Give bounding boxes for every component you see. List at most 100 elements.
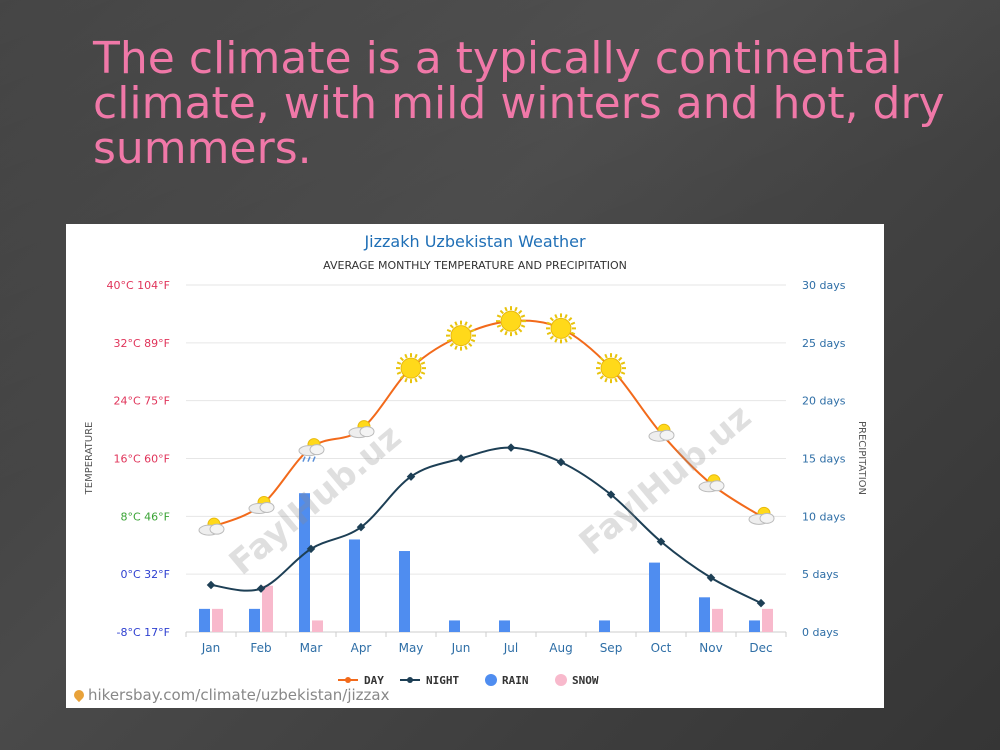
sun-ray	[404, 377, 408, 383]
legend-item-rain: RAIN	[485, 674, 529, 687]
sun-ray	[420, 371, 426, 375]
sun-ray	[396, 371, 402, 375]
sun-disc	[600, 357, 622, 379]
right-tick-label: 20 days	[802, 395, 846, 408]
chart-subtitle: AVERAGE MONTHLY TEMPERATURE AND PRECIPIT…	[323, 259, 627, 272]
sun-ray	[504, 330, 508, 336]
source-link-text: hikersbay.com/climate/uzbekistan/jizzax	[88, 686, 390, 704]
sun-ray	[446, 338, 452, 343]
night-point	[756, 598, 766, 608]
legend-label: NIGHT	[426, 674, 459, 687]
sun-ray	[604, 353, 608, 359]
sun-ray	[518, 309, 523, 315]
sun-disc	[450, 325, 472, 347]
snow-bar	[262, 585, 273, 632]
x-tick-label: Nov	[699, 641, 722, 655]
sun-ray	[568, 317, 573, 322]
legend: DAY NIGHT RAIN SNOW	[338, 674, 599, 687]
sun-ray	[570, 331, 576, 336]
right-tick-label: 10 days	[802, 510, 846, 523]
legend-swatch	[555, 674, 567, 686]
sun-ray	[468, 324, 473, 329]
partly-cloudy-icon	[198, 517, 225, 536]
night-point	[606, 490, 616, 499]
rain-bar	[599, 620, 610, 632]
night-point	[556, 457, 566, 467]
sun-ray	[514, 306, 518, 312]
sun-ray	[568, 335, 573, 340]
sun-ray	[420, 361, 426, 365]
x-tick-label: Apr	[351, 641, 372, 655]
sun-ray	[604, 377, 608, 383]
partly-cloudy-icon	[648, 423, 675, 442]
sun-ray	[596, 371, 602, 375]
legend-marker	[407, 677, 413, 683]
night-point	[456, 454, 466, 463]
sun-ray	[618, 356, 623, 362]
sun-ray	[470, 338, 476, 343]
rain-bar	[699, 597, 710, 632]
source-link[interactable]: hikersbay.com/climate/uzbekistan/jizzax	[71, 686, 390, 704]
sun-ray	[454, 345, 458, 350]
sun-ray	[446, 328, 452, 333]
rain-drop	[302, 456, 306, 462]
cloud	[709, 480, 725, 492]
partly-cloudy-icon	[698, 474, 725, 493]
night-point	[256, 584, 266, 593]
sun-ray	[504, 306, 508, 312]
sun-ray	[599, 375, 604, 380]
sun-icon	[546, 313, 576, 344]
chart-card: Jizzakh Uzbekistan Weather AVERAGE MONTH…	[66, 224, 884, 708]
sun-ray	[496, 324, 502, 328]
x-tick-label: Mar	[300, 641, 323, 655]
rain-bar	[499, 620, 510, 632]
sun-ray	[396, 361, 402, 365]
rain-cloud-icon	[298, 438, 325, 462]
x-tick-label: Jul	[503, 641, 518, 655]
x-tick-label: Sep	[600, 641, 623, 655]
legend-swatch	[485, 674, 497, 686]
sun-ray	[496, 314, 502, 318]
x-tick-label: Dec	[749, 641, 772, 655]
sun-icon	[396, 353, 426, 384]
night-point	[356, 522, 366, 532]
x-tick-label: Jun	[451, 641, 471, 655]
sun-disc	[550, 317, 572, 339]
sun-ray	[418, 356, 423, 362]
chart-title: Jizzakh Uzbekistan Weather	[363, 232, 586, 251]
sun-icon	[596, 353, 626, 384]
cloud	[759, 512, 775, 524]
sun-ray	[596, 361, 602, 365]
right-tick-label: 25 days	[802, 337, 846, 350]
sun-ray	[599, 356, 604, 362]
sun-ray	[414, 353, 418, 359]
grid	[185, 284, 787, 637]
sun-ray	[520, 324, 526, 328]
rain-drop	[312, 456, 316, 462]
x-tick-label: Aug	[549, 641, 572, 655]
partly-cloudy-icon	[748, 506, 775, 525]
sun-ray	[464, 345, 468, 350]
day-line	[210, 319, 762, 529]
rain-bar	[199, 608, 210, 632]
sun-ray	[414, 377, 418, 383]
lines	[206, 319, 766, 608]
weather-chart: Jizzakh Uzbekistan Weather AVERAGE MONTH…	[84, 232, 867, 687]
sun-ray	[620, 361, 626, 365]
x-tick-label: Jan	[201, 641, 221, 655]
sun-ray	[470, 328, 476, 333]
right-tick-label: 0 days	[802, 626, 839, 639]
rain-bar	[449, 620, 460, 632]
rain-bar	[649, 562, 660, 632]
sun-ray	[399, 356, 404, 362]
snow-bar	[762, 608, 773, 632]
rain-bar	[249, 608, 260, 632]
y-axis-title: TEMPERATURE	[84, 422, 95, 496]
sun-ray	[618, 375, 623, 380]
sun-ray	[546, 331, 552, 336]
night-point	[506, 443, 516, 452]
snow-bar	[712, 608, 723, 632]
sun-icon	[496, 306, 526, 337]
rain-bar	[399, 551, 410, 632]
rain-bar	[299, 493, 310, 632]
